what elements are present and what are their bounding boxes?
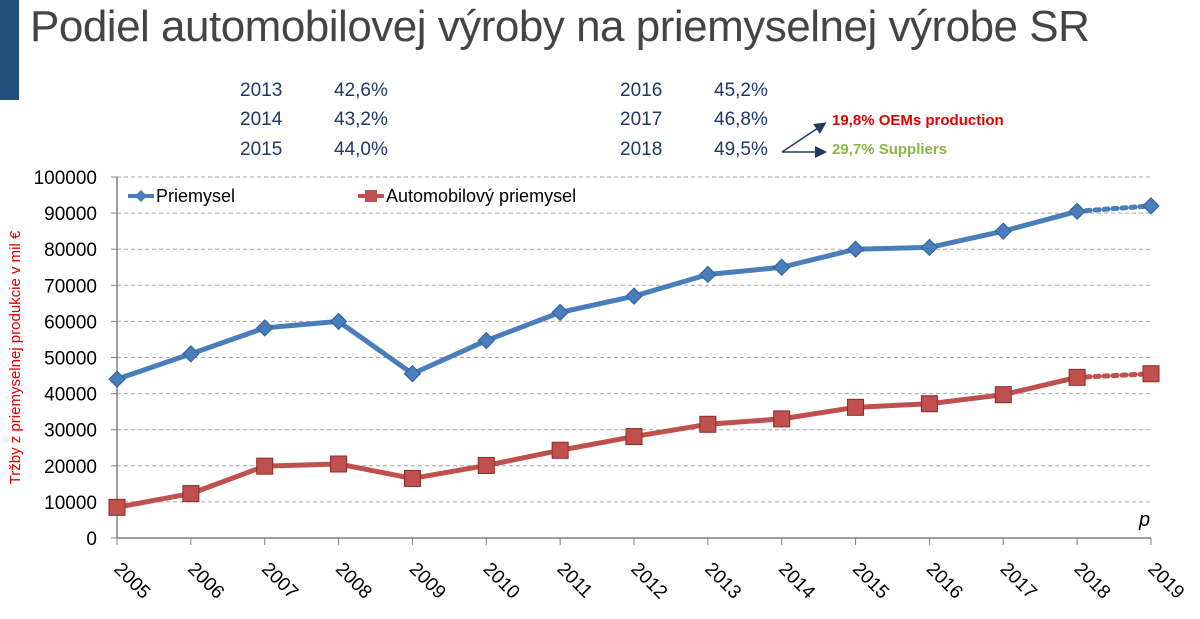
x-tick-label: 2006	[183, 559, 228, 604]
data-point	[182, 485, 200, 503]
x-tick-label: 2007	[257, 559, 302, 604]
y-tick-label: 70000	[44, 276, 97, 297]
share-value: 43,2%	[334, 109, 388, 130]
x-tick-label: 2012	[626, 559, 671, 604]
data-point	[477, 331, 495, 350]
share-value: 49,5%	[714, 139, 768, 160]
share-year: 2016	[620, 80, 663, 101]
chart-series	[108, 197, 1160, 516]
data-point	[699, 265, 717, 284]
data-point	[329, 312, 348, 331]
chart-legend: Priemysel Automobilový priemysel	[128, 186, 576, 206]
page-title: Podiel automobilovej výroby na priemysel…	[30, 2, 1090, 51]
legend-label: Automobilový priemysel	[386, 186, 576, 206]
data-point	[846, 240, 865, 258]
x-tick-label: 2016	[922, 559, 967, 604]
x-tick-label: 2010	[479, 559, 524, 604]
data-point	[625, 287, 643, 305]
data-point	[477, 456, 495, 474]
oem-annotation: 19,8% OEMs production	[832, 112, 1004, 129]
data-point	[256, 457, 274, 475]
x-tick-label: 2009	[405, 559, 450, 604]
x-tick-label: 2019	[1143, 559, 1188, 604]
data-point	[773, 258, 791, 276]
series-line	[116, 374, 1078, 510]
data-point	[920, 238, 939, 257]
share-value: 44,0%	[334, 139, 388, 160]
data-point	[551, 441, 569, 459]
share-value: 46,8%	[714, 109, 768, 130]
y-tick-label: 20000	[44, 457, 97, 478]
legend-label: Priemysel	[156, 186, 235, 206]
share-value: 42,6%	[334, 80, 388, 101]
data-point	[625, 428, 643, 446]
data-point	[699, 415, 717, 433]
x-tick-label: 2011	[553, 559, 597, 603]
x-tick-label: 2018	[1070, 559, 1115, 604]
chart-grid	[117, 176, 1151, 503]
legend-marker	[365, 190, 377, 202]
arrow-to-oem-icon	[781, 122, 827, 153]
share-year: 2017	[620, 109, 663, 130]
series-line	[116, 208, 1078, 382]
x-tick-label: 2013	[700, 559, 745, 604]
suppliers-annotation: 29,7% Suppliers	[832, 141, 948, 158]
data-point	[403, 469, 421, 487]
chart-axes: 0 10000 20000 30000 40000 50000 60000 70000 8000…	[7, 168, 1188, 604]
y-tick-label: 50000	[44, 349, 97, 370]
x-tick-label: 2017	[996, 559, 1041, 604]
data-point	[1142, 365, 1160, 383]
data-point	[994, 222, 1012, 240]
series-projection-line	[1074, 371, 1154, 380]
share-year: 2018	[620, 139, 663, 160]
accent-bar	[0, 0, 19, 100]
legend-marker	[135, 190, 147, 202]
y-tick-label: 90000	[44, 204, 97, 225]
data-point	[108, 370, 126, 388]
data-point	[551, 303, 569, 322]
y-tick-label: 80000	[44, 240, 97, 261]
y-tick-label: 60000	[44, 312, 97, 333]
data-point	[330, 455, 348, 473]
data-point	[1142, 197, 1160, 215]
data-point	[1068, 368, 1086, 386]
y-axis-title: Tržby z priemyselnej produkcie v mil €	[7, 230, 24, 484]
share-year: 2013	[240, 80, 283, 101]
x-tick-label: 2014	[774, 559, 819, 604]
y-tick-label: 30000	[44, 421, 97, 442]
data-point	[182, 345, 200, 363]
y-tick-label: 0	[86, 529, 97, 550]
data-point	[773, 410, 791, 428]
share-year: 2014	[240, 109, 283, 130]
data-point	[847, 398, 865, 416]
series-projection-line	[1074, 203, 1154, 214]
projection-label: p	[1138, 509, 1150, 531]
data-point	[1068, 202, 1086, 221]
data-point	[920, 395, 938, 413]
data-point	[108, 498, 126, 516]
y-tick-label: 10000	[44, 493, 97, 514]
data-point	[994, 386, 1012, 404]
data-point	[403, 365, 422, 383]
x-tick-label: 2005	[109, 559, 154, 604]
y-tick-label: 100000	[34, 168, 97, 189]
x-tick-label: 2015	[848, 559, 893, 604]
data-point	[256, 319, 274, 337]
x-tick-label: 2008	[331, 559, 376, 604]
y-tick-label: 40000	[44, 385, 97, 406]
share-value: 45,2%	[714, 80, 768, 101]
share-year: 2015	[240, 139, 283, 160]
